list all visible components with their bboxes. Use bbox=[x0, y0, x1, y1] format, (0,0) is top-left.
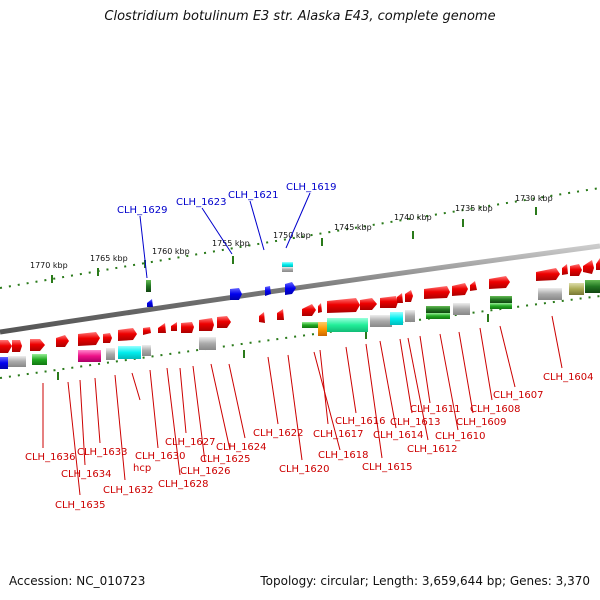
label-clh-1612: CLH_1612 bbox=[407, 444, 458, 455]
label-clh-1610: CLH_1610 bbox=[435, 431, 486, 442]
kbp-label-1755: 1755 kbp bbox=[212, 239, 250, 248]
label-clh-1625: CLH_1625 bbox=[200, 454, 251, 465]
reverse-strand-genes bbox=[146, 262, 296, 307]
label-hcp: hcp bbox=[133, 463, 151, 474]
label-clh-1633: CLH_1633 bbox=[77, 447, 128, 458]
accession-text: Accession: NC_010723 bbox=[9, 574, 146, 588]
label-clh-1616: CLH_1616 bbox=[335, 416, 386, 427]
label-clh-1627: CLH_1627 bbox=[165, 437, 216, 448]
genome-stats-text: Topology: circular; Length: 3,659,644 bp… bbox=[260, 574, 590, 588]
label-clh-1635: CLH_1635 bbox=[55, 500, 106, 511]
feature-boxes bbox=[0, 280, 600, 369]
label-clh-1608: CLH_1608 bbox=[470, 404, 521, 415]
forward-strand-genes bbox=[0, 258, 600, 353]
label-clh-1623: CLH_1623 bbox=[176, 197, 227, 208]
map-title: Clostridium botulinum E3 str. Alaska E43… bbox=[104, 9, 496, 24]
kbp-label-1735: 1735 kbp bbox=[455, 204, 493, 213]
genome-backbone bbox=[0, 243, 600, 335]
kbp-label-1730: 1730 kbp bbox=[515, 194, 553, 203]
label-clh-1607: CLH_1607 bbox=[493, 390, 544, 401]
kbp-scale-arc bbox=[0, 187, 600, 289]
gene-clh-1621 bbox=[265, 286, 271, 296]
label-clh-1611: CLH_1611 bbox=[410, 404, 461, 415]
inner-ticks bbox=[57, 314, 489, 380]
gene-clh-1619 bbox=[285, 282, 296, 295]
label-clh-1620: CLH_1620 bbox=[279, 464, 330, 475]
gene-clh-1629 bbox=[147, 299, 153, 307]
label-clh-1636: CLH_1636 bbox=[25, 452, 76, 463]
label-clh-1618: CLH_1618 bbox=[318, 450, 369, 461]
label-clh-1624: CLH_1624 bbox=[216, 442, 267, 453]
kbp-label-1765: 1765 kbp bbox=[90, 254, 128, 263]
top-label-leaders bbox=[139, 192, 311, 279]
label-clh-1622: CLH_1622 bbox=[253, 428, 304, 439]
label-clh-1634: CLH_1634 bbox=[61, 469, 112, 480]
label-clh-1626: CLH_1626 bbox=[180, 466, 231, 477]
label-clh-1628: CLH_1628 bbox=[158, 479, 209, 490]
kbp-label-1745: 1745 kbp bbox=[334, 223, 372, 232]
kbp-major-ticks bbox=[51, 207, 537, 283]
label-clh-1621: CLH_1621 bbox=[228, 190, 279, 201]
label-clh-1617: CLH_1617 bbox=[313, 429, 364, 440]
label-clh-1630: CLH_1630 bbox=[135, 451, 186, 462]
label-clh-1613: CLH_1613 bbox=[390, 417, 441, 428]
kbp-label-1770: 1770 kbp bbox=[30, 261, 68, 270]
label-clh-1629: CLH_1629 bbox=[117, 205, 168, 216]
label-clh-1632: CLH_1632 bbox=[103, 485, 154, 496]
kbp-label-1760: 1760 kbp bbox=[152, 247, 190, 256]
label-clh-1615: CLH_1615 bbox=[362, 462, 413, 473]
bottom-label-leaders bbox=[42, 315, 563, 496]
kbp-label-1740: 1740 kbp bbox=[394, 213, 432, 222]
label-clh-1614: CLH_1614 bbox=[373, 430, 424, 441]
label-clh-1604: CLH_1604 bbox=[543, 372, 594, 383]
label-clh-1609: CLH_1609 bbox=[456, 417, 507, 428]
label-clh-1619: CLH_1619 bbox=[286, 182, 337, 193]
gene-clh-1623 bbox=[230, 288, 242, 300]
